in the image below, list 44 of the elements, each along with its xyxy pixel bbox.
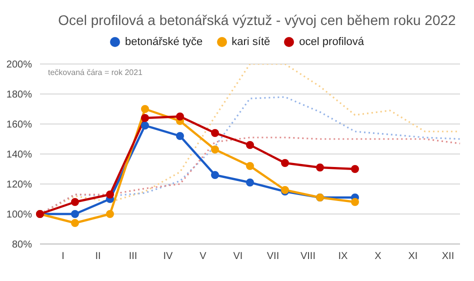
x-tick-label: VIII: [300, 251, 316, 262]
point: [246, 178, 254, 186]
x-tick-label: XII: [442, 251, 454, 262]
point: [351, 198, 359, 206]
point: [176, 112, 184, 120]
x-tick-label: VI: [233, 251, 243, 262]
point: [351, 165, 359, 173]
point: [71, 219, 79, 227]
legend-label: ocel profilová: [298, 36, 364, 48]
y-tick-label: 200%: [6, 60, 32, 71]
point: [211, 129, 219, 137]
y-tick-label: 100%: [6, 210, 32, 221]
x-tick-label: II: [95, 251, 101, 262]
x-tick-label: IV: [163, 251, 174, 262]
x-tick-label: III: [128, 251, 138, 262]
point: [211, 171, 219, 179]
point: [246, 141, 254, 149]
legend-label: betonářské tyče: [124, 36, 203, 48]
point: [141, 114, 149, 122]
legend-label: kari sítě: [230, 36, 270, 48]
y-tick-label: 80%: [12, 240, 32, 251]
y-tick-label: 180%: [6, 90, 32, 101]
x-tick-label: V: [200, 251, 207, 262]
point: [71, 210, 79, 218]
annotation: tečkovaná čára = rok 2021: [48, 68, 143, 77]
x-tick-label: IX: [338, 251, 348, 262]
point: [211, 146, 219, 154]
point: [246, 162, 254, 170]
point: [106, 210, 114, 218]
point: [281, 159, 289, 167]
point: [71, 198, 79, 206]
point: [141, 105, 149, 113]
x-tick-label: XI: [408, 251, 418, 262]
point: [316, 164, 324, 172]
point: [106, 190, 114, 198]
x-tick-label: I: [62, 251, 64, 262]
x-tick-label: X: [374, 251, 382, 262]
chart-title: Ocel profilová a betonářská výztuž - vývoj cen během roku 2022: [57, 11, 457, 30]
y-tick-label: 160%: [6, 120, 32, 131]
point: [141, 122, 149, 130]
y-tick-label: 140%: [6, 150, 32, 161]
x-tick-label: VII: [266, 251, 280, 262]
point: [176, 132, 184, 140]
y-tick-label: 120%: [6, 180, 32, 191]
